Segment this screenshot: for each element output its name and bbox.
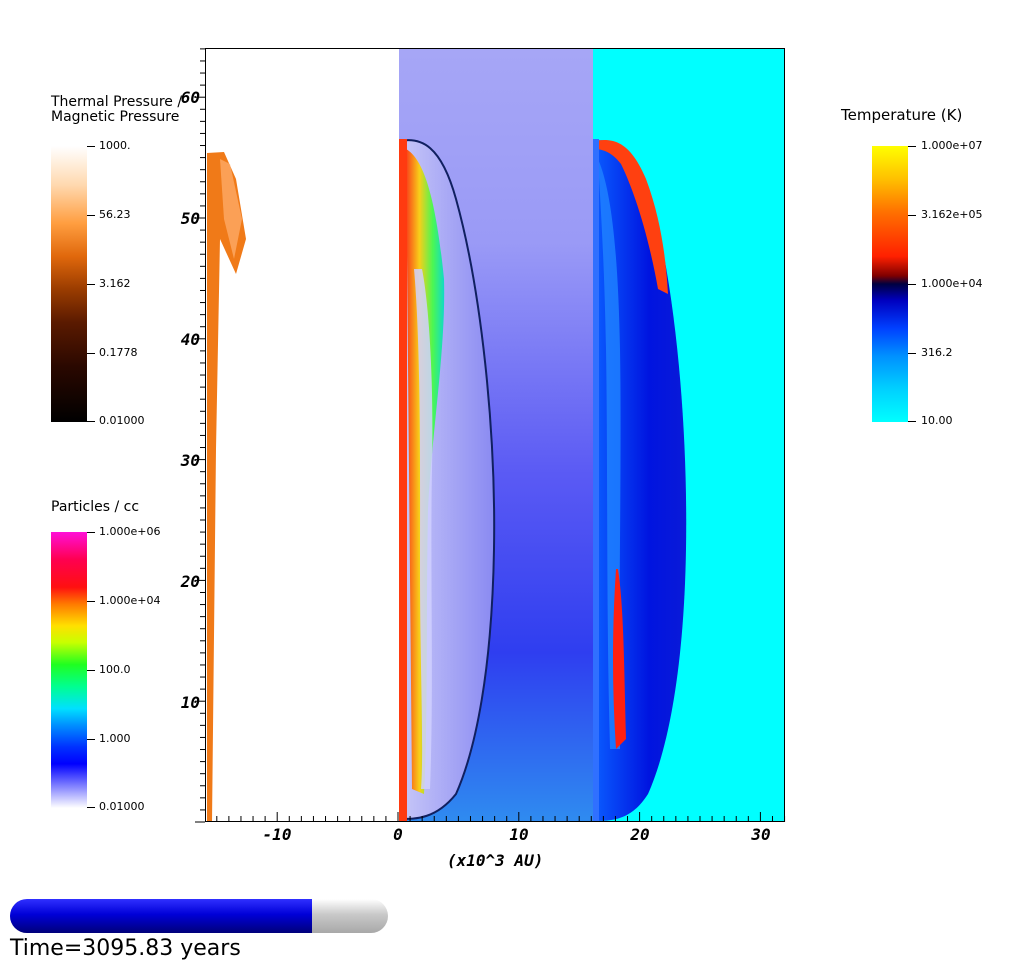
temperature-tick-mark bbox=[908, 353, 916, 354]
pressure-tick-mark bbox=[87, 146, 95, 147]
time-progress-bar bbox=[10, 899, 388, 933]
y-tick-label: 50 bbox=[180, 209, 200, 228]
pressure-tick-mark bbox=[87, 284, 95, 285]
density-tick-label: 100.0 bbox=[99, 663, 131, 676]
pressure-tick-mark bbox=[87, 421, 95, 422]
pressure-tick-mark bbox=[87, 215, 95, 216]
time-label: Time=3095.83 years bbox=[10, 936, 241, 961]
temperature-colorbar bbox=[872, 146, 908, 422]
temperature-tick-mark bbox=[908, 421, 916, 422]
temperature-tick-label: 1.000e+04 bbox=[921, 277, 983, 290]
density-tick-mark bbox=[87, 532, 95, 533]
x-tick-label: 20 bbox=[630, 825, 650, 844]
y-tick-label: 60 bbox=[180, 88, 200, 107]
x-tick-label: -10 bbox=[262, 825, 292, 844]
time-progress-fill bbox=[10, 899, 313, 933]
pressure-colorbar bbox=[51, 146, 87, 422]
pressure-tick-label: 56.23 bbox=[99, 208, 131, 221]
density-tick-mark bbox=[87, 670, 95, 671]
temperature-colorbar-title: Temperature (K) bbox=[841, 106, 963, 124]
pressure-colorbar-title: Thermal Pressure / Magnetic Pressure bbox=[51, 95, 182, 125]
temperature-tick-label: 1.000e+07 bbox=[921, 139, 983, 152]
y-tick-label: 30 bbox=[180, 451, 200, 470]
pressure-colorbar-title-line1: Thermal Pressure / bbox=[51, 94, 183, 110]
pressure-jet-region bbox=[207, 152, 246, 821]
density-axis-jet bbox=[399, 139, 407, 821]
pressure-jet-highlight bbox=[220, 159, 242, 259]
temperature-tick-label: 10.00 bbox=[921, 414, 953, 427]
density-tick-label: 1.000 bbox=[99, 732, 131, 745]
x-axis-ticks bbox=[216, 812, 786, 822]
y-tick-label: 10 bbox=[180, 693, 200, 712]
density-tick-label: 0.01000 bbox=[99, 800, 145, 813]
temperature-axis-strip bbox=[593, 139, 599, 821]
x-tick-label: 30 bbox=[751, 825, 771, 844]
temperature-tick-mark bbox=[908, 284, 916, 285]
y-tick-label: 20 bbox=[180, 572, 200, 591]
x-axis-label: (x10^3 AU) bbox=[447, 851, 544, 870]
pressure-tick-label: 3.162 bbox=[99, 277, 131, 290]
pressure-colorbar-title-line2: Magnetic Pressure bbox=[51, 109, 180, 125]
x-tick-label: 0 bbox=[393, 825, 403, 844]
y-axis-ticks bbox=[195, 48, 205, 823]
x-tick-label: 10 bbox=[509, 825, 529, 844]
density-tick-label: 1.000e+06 bbox=[99, 525, 161, 538]
density-tick-mark bbox=[87, 739, 95, 740]
y-tick-label: 40 bbox=[180, 330, 200, 349]
temperature-hot-spot bbox=[613, 569, 626, 749]
density-colorbar-title: Particles / cc bbox=[51, 499, 140, 515]
density-inner-cavity bbox=[414, 269, 433, 789]
temperature-hot-shell bbox=[594, 139, 668, 294]
pressure-tick-label: 0.1778 bbox=[99, 346, 138, 359]
density-colorbar bbox=[51, 532, 87, 808]
pressure-panel bbox=[206, 49, 399, 821]
density-tick-mark bbox=[87, 601, 95, 602]
density-tick-mark bbox=[87, 807, 95, 808]
temperature-tick-mark bbox=[908, 146, 916, 147]
simulation-render bbox=[206, 49, 784, 821]
temperature-tick-label: 316.2 bbox=[921, 346, 953, 359]
pressure-tick-mark bbox=[87, 353, 95, 354]
simulation-plot bbox=[205, 48, 785, 822]
pressure-tick-label: 0.01000 bbox=[99, 414, 145, 427]
density-tick-label: 1.000e+04 bbox=[99, 594, 161, 607]
temperature-tick-label: 3.162e+05 bbox=[921, 208, 983, 221]
temperature-tick-mark bbox=[908, 215, 916, 216]
pressure-tick-label: 1000. bbox=[99, 139, 131, 152]
